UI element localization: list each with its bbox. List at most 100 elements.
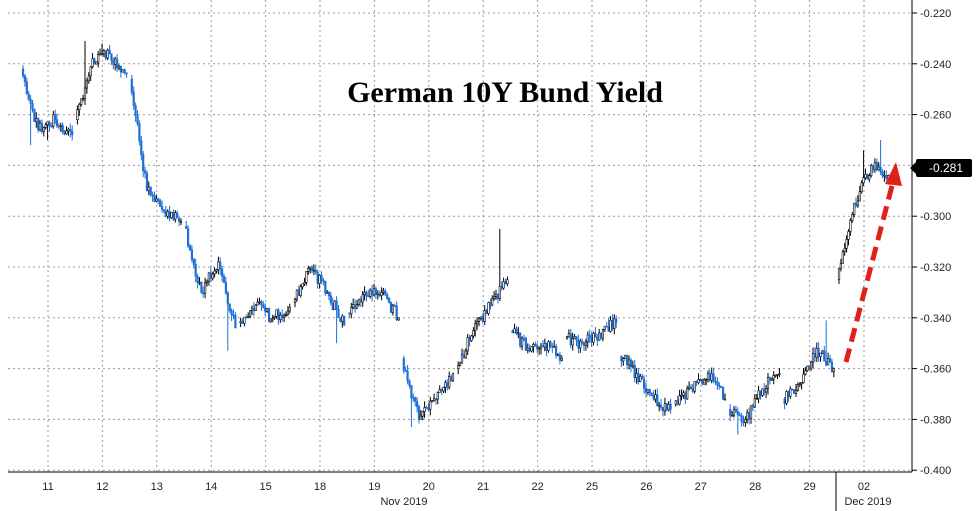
candle-body <box>269 318 273 322</box>
candle-body <box>749 405 753 420</box>
candle-body <box>524 338 527 351</box>
candle-body <box>680 395 683 397</box>
candle-body <box>140 140 143 155</box>
candle-body <box>764 388 768 393</box>
candle-body <box>811 353 815 363</box>
candle-body <box>138 123 141 142</box>
candle-body <box>389 302 393 313</box>
candle-body <box>841 251 844 264</box>
candle-body <box>622 358 625 362</box>
candle-body <box>55 119 59 127</box>
candle-body <box>577 339 580 349</box>
candle-body <box>877 166 880 171</box>
candle-body <box>800 382 803 385</box>
candle-body <box>635 373 638 378</box>
candle-body <box>324 280 327 294</box>
candle-body <box>605 325 608 328</box>
candle-body <box>462 354 466 359</box>
candle-body <box>76 109 79 120</box>
candle-body <box>809 361 813 370</box>
candle-body <box>746 411 749 420</box>
candle-body <box>851 214 854 221</box>
candle-body <box>436 392 439 400</box>
candle-body <box>267 308 271 322</box>
candle-body <box>483 310 486 322</box>
candle-body <box>265 308 269 312</box>
candle-body <box>423 407 426 412</box>
candle-body <box>620 355 623 362</box>
candle-body <box>224 282 228 294</box>
candle-body <box>207 272 211 282</box>
candle-body <box>353 304 357 309</box>
candle-body <box>37 117 40 131</box>
candle-body <box>556 354 560 357</box>
candle-body <box>565 336 569 339</box>
candle-body <box>326 292 329 294</box>
candle-body <box>504 281 507 284</box>
candle-body <box>100 53 104 56</box>
x-tick-label: 26 <box>640 481 652 493</box>
candle-body <box>712 373 715 382</box>
candlestick-series <box>21 40 890 435</box>
candle-body <box>603 325 606 331</box>
candle-body <box>830 361 833 372</box>
candle-body <box>598 332 601 341</box>
candle-body <box>513 328 516 334</box>
candle-body <box>873 162 876 170</box>
y-tick-label: -0.380 <box>920 414 951 426</box>
candle-body <box>99 53 102 56</box>
candle-body <box>663 403 666 412</box>
y-tick-label: -0.340 <box>920 313 951 325</box>
candle-body <box>500 286 503 289</box>
candle-body <box>613 318 616 329</box>
candle-body <box>464 350 467 359</box>
candle-body <box>71 131 74 136</box>
candle-body <box>703 379 706 385</box>
candle-body <box>854 203 858 206</box>
candle-body <box>243 316 246 324</box>
candle-body <box>419 415 422 420</box>
candle-body <box>61 125 64 132</box>
candle-body <box>468 337 471 342</box>
y-tick-label: -0.300 <box>920 211 951 223</box>
candle-body <box>188 245 192 250</box>
candle-body <box>432 398 436 402</box>
candle-body <box>477 317 481 322</box>
candle-body <box>652 395 655 400</box>
candle-body <box>85 80 88 89</box>
candle-body <box>333 300 336 311</box>
candle-body <box>740 415 743 423</box>
candle-body <box>331 302 334 311</box>
candle-body <box>286 310 290 315</box>
candle-body <box>511 330 514 334</box>
candle-body <box>778 373 781 375</box>
candle-body <box>804 370 807 375</box>
candle-body <box>157 198 160 202</box>
candle-body <box>367 295 370 298</box>
candle-body <box>815 347 818 358</box>
candle-body <box>174 212 177 220</box>
candle-body <box>759 390 762 396</box>
candle-body <box>547 341 550 351</box>
candle-body <box>114 58 117 65</box>
candle-body <box>448 376 451 388</box>
candle-body <box>190 249 194 260</box>
candle-body <box>590 337 593 343</box>
candle-body <box>558 354 561 361</box>
candle-body <box>783 398 786 404</box>
candle-body <box>429 400 432 410</box>
candle-body <box>858 191 861 202</box>
candle-body <box>348 312 351 315</box>
candle-body <box>178 217 181 222</box>
candle-body <box>631 364 634 368</box>
candle-body <box>215 269 218 272</box>
candle-body <box>573 336 576 340</box>
candle-body <box>281 314 284 318</box>
candle-body <box>164 210 167 217</box>
candle-body <box>316 271 319 284</box>
candle-body <box>104 50 107 59</box>
candle-body <box>560 358 563 361</box>
candle-body <box>792 389 796 394</box>
y-axis: -0.220-0.240-0.260-0.280-0.300-0.320-0.3… <box>911 0 951 477</box>
candle-body <box>42 127 45 132</box>
